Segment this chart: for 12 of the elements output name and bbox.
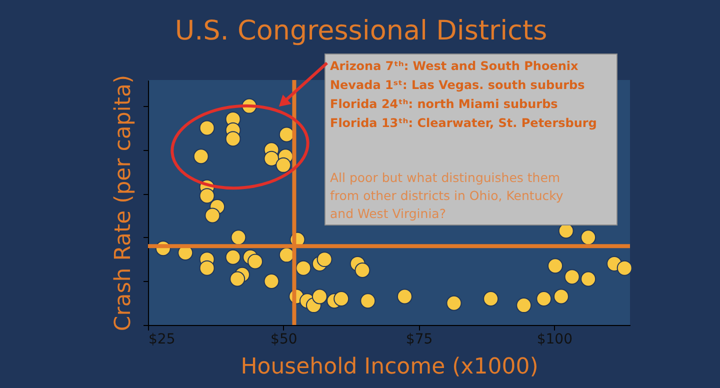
x-tick-label: $50	[270, 332, 298, 348]
text: Arizona 7ᵗʰ: West and South Phoenix	[330, 59, 578, 73]
annotation: Florida 24ᵗʰ: north Miami suburbs	[330, 97, 558, 111]
x-tick-label: $25	[148, 332, 176, 348]
x-axis-title: Household Income (x1000)	[240, 354, 538, 380]
annotation: All poor but what distinguishes them from other districts in Ohio, Kentucky and West Virginia?	[330, 170, 564, 221]
annotation: Florida 13ᵗʰ: Clearwater, St. Petersburg	[330, 116, 597, 130]
chart-title: U.S. Congressional Districts	[174, 16, 548, 46]
y-axis-title: Crash Rate (per capita)	[111, 74, 136, 332]
x-tick-label: $100	[536, 332, 572, 348]
x-tick-label: $75	[406, 332, 433, 348]
text: Nevada 1ˢᵗ: Las Vegas. south suburbs	[330, 78, 585, 92]
